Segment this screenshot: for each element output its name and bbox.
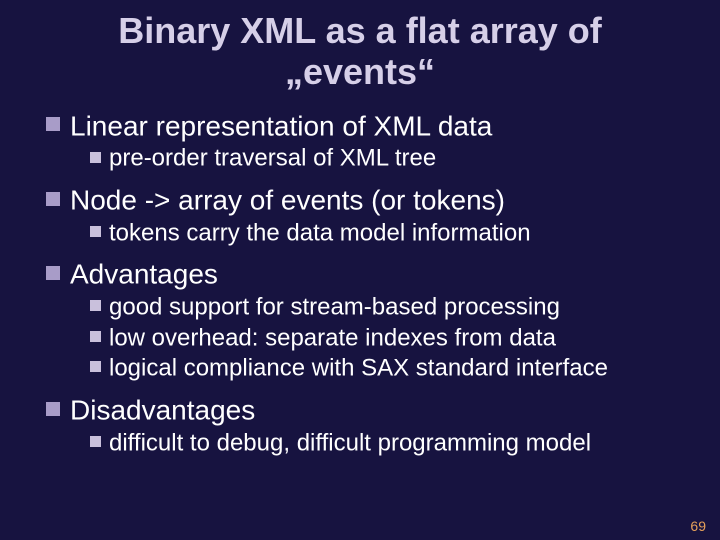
square-bullet-icon <box>46 266 60 280</box>
l2-text: good support for stream-based processing <box>109 294 560 321</box>
bullet-l2: good support for stream-based processing <box>46 293 700 322</box>
bullet-l2: pre-order traversal of XML tree <box>46 144 700 173</box>
bullet-l2: tokens carry the data model information <box>46 219 700 248</box>
square-bullet-icon <box>90 300 101 311</box>
bullet-l1: Linear representation of XML data <box>46 109 700 143</box>
square-bullet-icon <box>90 152 101 163</box>
l2-text: pre-order traversal of XML tree <box>109 145 436 172</box>
bullet-l1: Node -> array of events (or tokens) <box>46 183 700 217</box>
square-bullet-icon <box>46 192 60 206</box>
l1-text: Advantages <box>70 259 218 290</box>
l1-text: Linear representation of XML data <box>70 110 492 141</box>
bullet-l1: Advantages <box>46 257 700 291</box>
square-bullet-icon <box>90 331 101 342</box>
l1-text: Node -> array of events (or tokens) <box>70 185 505 216</box>
l1-text: Disadvantages <box>70 395 255 426</box>
slide-content: Linear representation of XML data pre-or… <box>0 109 720 457</box>
bullet-l2: logical compliance with SAX standard int… <box>46 354 700 383</box>
l2-text: low overhead: separate indexes from data <box>109 324 556 351</box>
title-line-2: „events“ <box>285 51 435 92</box>
l2-text: logical compliance with SAX standard int… <box>109 355 608 382</box>
slide-title: Binary XML as a flat array of „events“ <box>0 0 720 99</box>
square-bullet-icon <box>46 402 60 416</box>
bullet-l1: Disadvantages <box>46 393 700 427</box>
square-bullet-icon <box>46 117 60 131</box>
page-number: 69 <box>690 518 706 534</box>
l2-text: difficult to debug, difficult programmin… <box>109 429 591 456</box>
square-bullet-icon <box>90 226 101 237</box>
square-bullet-icon <box>90 436 101 447</box>
bullet-l2: difficult to debug, difficult programmin… <box>46 429 700 458</box>
title-line-1: Binary XML as a flat array of <box>118 10 602 51</box>
square-bullet-icon <box>90 361 101 372</box>
bullet-l2: low overhead: separate indexes from data <box>46 324 700 353</box>
slide: Binary XML as a flat array of „events“ L… <box>0 0 720 540</box>
l2-text: tokens carry the data model information <box>109 219 531 246</box>
